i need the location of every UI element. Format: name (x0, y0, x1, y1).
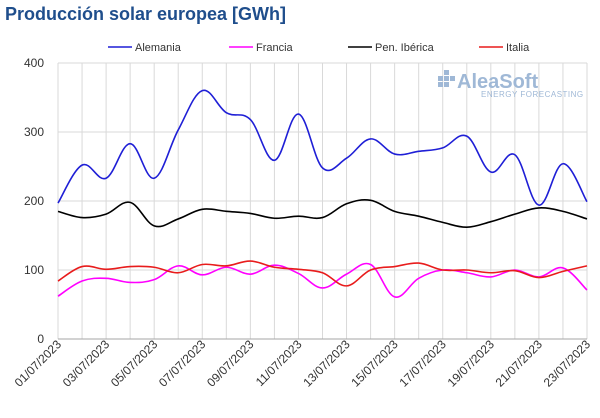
x-axis-ticks: 01/07/202303/07/202305/07/202307/07/2023… (12, 337, 594, 390)
x-tick-label: 23/07/2023 (541, 337, 594, 390)
legend-item-francia: Francia (229, 42, 294, 54)
y-tick-label: 300 (24, 125, 44, 139)
aleasoft-logo: AleaSoft ENERGY FORECASTING (438, 70, 584, 99)
x-tick-label: 11/07/2023 (253, 337, 305, 389)
legend-item-alemania: Alemania (108, 42, 182, 54)
logo-name: AleaSoft (457, 71, 538, 93)
y-tick-label: 100 (24, 263, 44, 277)
y-tick-label: 400 (24, 56, 44, 70)
x-tick-label: 21/07/2023 (493, 337, 546, 390)
legend-item-italia: Italia (479, 42, 530, 54)
legend-label: Francia (256, 42, 294, 54)
y-tick-label: 200 (24, 194, 44, 208)
x-tick-label: 19/07/2023 (445, 337, 498, 390)
legend-label: Pen. Ibérica (375, 42, 435, 54)
series-line-alemania (57, 89, 588, 206)
series-line-italia (57, 260, 588, 287)
y-axis-ticks: 0 100 200 300 400 (24, 56, 44, 346)
x-tick-label: 09/07/2023 (204, 337, 257, 390)
x-tick-label: 13/07/2023 (300, 337, 353, 390)
legend: Alemania Francia Pen. Ibérica Italia (108, 42, 530, 54)
logo-tagline: ENERGY FORECASTING (481, 90, 584, 99)
series-lines (57, 89, 588, 298)
x-tick-label: 17/07/2023 (396, 337, 449, 390)
x-tick-label: 03/07/2023 (60, 337, 113, 390)
x-tick-label: 05/07/2023 (108, 337, 161, 390)
aleasoft-logo-icon (438, 70, 455, 87)
legend-label: Italia (506, 42, 530, 54)
chart-title: Producción solar europea [GWh] (5, 4, 287, 24)
legend-label: Alemania (135, 42, 182, 54)
series-line-francia (57, 262, 588, 298)
legend-item-pen-iberica: Pen. Ibérica (348, 42, 435, 54)
y-tick-label: 0 (37, 332, 44, 346)
grid (57, 62, 588, 339)
x-tick-label: 15/07/2023 (348, 337, 401, 390)
series-line-pen-iberica (57, 199, 588, 229)
x-tick-label: 07/07/2023 (156, 337, 209, 390)
